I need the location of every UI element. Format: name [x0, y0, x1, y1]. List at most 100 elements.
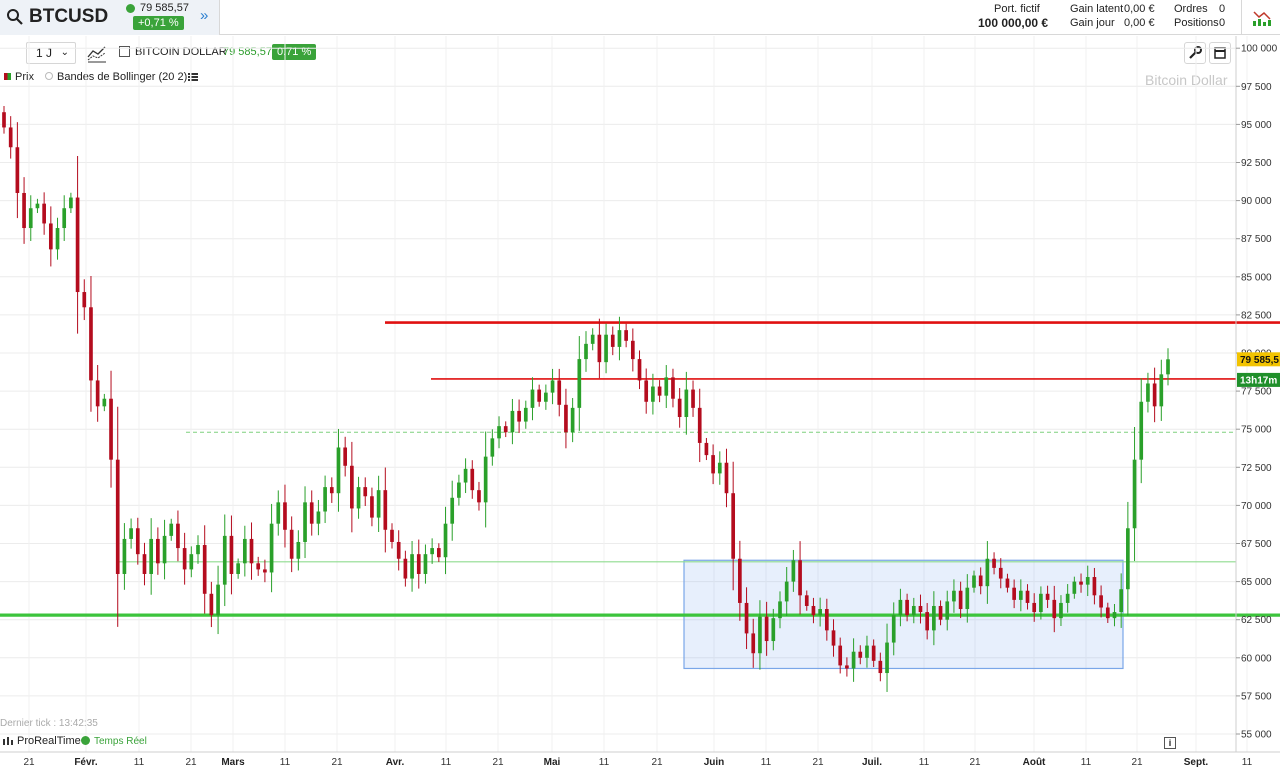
- candle-body: [1159, 374, 1164, 407]
- candle-body: [102, 398, 107, 407]
- candle-body: [336, 447, 341, 494]
- candle-body: [1039, 593, 1043, 613]
- candle-body: [992, 558, 996, 568]
- candle-body: [343, 447, 348, 466]
- instrument-name: BITCOIN DOLLAR: [135, 46, 227, 58]
- chart-line-icon: [1253, 11, 1271, 26]
- bollinger-toggle-icon[interactable]: [45, 72, 53, 80]
- candle-body: [450, 497, 455, 524]
- candle-body: [396, 541, 401, 559]
- chart-grid: [0, 36, 1248, 752]
- candle-body: [503, 426, 508, 433]
- candle-body: [162, 535, 167, 564]
- candle-body: [55, 228, 60, 250]
- wrench-button[interactable]: [1184, 42, 1206, 64]
- candle-body: [35, 203, 40, 209]
- candle-body: [544, 392, 548, 402]
- time-tick-label: 21: [1131, 757, 1143, 768]
- candle-body: [691, 389, 695, 408]
- time-axis[interactable]: 21 Févr. 11 21 Mars 11 21 Avr. 11 21 Mai 11 21 Juin 11…: [0, 751, 1280, 768]
- chart-type-icon[interactable]: [85, 42, 109, 64]
- candle-body: [169, 523, 174, 536]
- candle-body: [972, 575, 976, 588]
- instrument-icon: [119, 46, 130, 57]
- price-tick-label: 87 500: [1241, 234, 1272, 245]
- candle-body: [370, 496, 374, 518]
- price-tick-label: 77 500: [1241, 387, 1272, 398]
- legend-bollinger[interactable]: Bandes de Bollinger (20 2): [57, 71, 188, 83]
- candle-body: [1012, 587, 1016, 600]
- candle-body: [751, 633, 756, 654]
- candle-body: [1099, 595, 1103, 608]
- price-chart[interactable]: 100 000 97 500 95 000 92 500 90 000 87 500 85 …: [0, 36, 1280, 773]
- candle-body: [845, 665, 849, 669]
- candle-body: [209, 593, 214, 616]
- candle-body: [156, 538, 160, 564]
- price-legend-icon: [4, 73, 11, 80]
- candle-body: [129, 528, 133, 539]
- candle-body: [998, 567, 1003, 579]
- search-icon[interactable]: [6, 8, 24, 26]
- level-lines-layer: [0, 321, 1280, 617]
- candle-body: [463, 468, 468, 483]
- candle-body: [610, 334, 615, 347]
- candle-body: [838, 645, 843, 666]
- time-tick-label: Mars: [221, 757, 245, 768]
- time-tick-label: 21: [969, 757, 981, 768]
- candle-body: [778, 601, 782, 619]
- candle-body: [1152, 383, 1157, 407]
- time-tick-label: 21: [331, 757, 343, 768]
- price-tick-label: 62 500: [1241, 615, 1272, 626]
- price-axis[interactable]: 100 000 97 500 95 000 92 500 90 000 87 500 85 …: [1235, 36, 1278, 752]
- candle-body: [436, 548, 441, 558]
- positions-label[interactable]: Positions: [1174, 17, 1219, 29]
- candle-body: [303, 502, 307, 542]
- price-tick-label: 97 500: [1241, 82, 1272, 93]
- unrealized-gain-label: Gain latent: [1070, 3, 1124, 15]
- candle-body: [182, 548, 187, 570]
- candle-body: [497, 426, 501, 439]
- candle-body: [1085, 577, 1090, 585]
- candle-body: [8, 127, 13, 148]
- wrench-icon: [1189, 46, 1202, 59]
- symbol-box[interactable]: BTCUSD 79 585,57 +0,71 % »: [0, 0, 220, 35]
- candle-body: [891, 615, 896, 643]
- expand-chevrons-icon[interactable]: »: [200, 7, 209, 24]
- symbol-label[interactable]: BTCUSD: [29, 6, 109, 27]
- candle-body: [430, 548, 434, 555]
- time-tick-label: Avr.: [386, 757, 405, 768]
- time-tick-label: 11: [1081, 757, 1092, 768]
- time-tick-label: Sept.: [1184, 757, 1209, 768]
- candle-body: [416, 554, 421, 574]
- candle-body: [490, 438, 495, 457]
- list-icon[interactable]: [187, 71, 199, 83]
- info-icon[interactable]: i: [1164, 737, 1176, 749]
- candle-body: [978, 575, 983, 587]
- time-tick-label: Mai: [544, 757, 561, 768]
- price-tick-label: 100 000: [1241, 44, 1278, 55]
- candle-body: [296, 541, 301, 559]
- candle-body: [938, 605, 943, 620]
- candle-body: [115, 459, 120, 574]
- portfolio-label: Port. fictif: [994, 3, 1040, 15]
- account-chart-button[interactable]: [1241, 0, 1280, 35]
- candle-body: [202, 545, 207, 594]
- time-tick-label: Juil.: [862, 757, 882, 768]
- candle-body: [249, 538, 254, 564]
- current-price-tag-label: 79 585,5: [1240, 355, 1279, 366]
- candle-body: [738, 558, 742, 603]
- time-tick-label: 11: [599, 757, 610, 768]
- candle-body: [871, 645, 876, 661]
- time-tick-label: 21: [651, 757, 663, 768]
- orders-label[interactable]: Ordres: [1174, 3, 1208, 15]
- candle-body: [630, 340, 635, 360]
- portfolio-value: 100 000,00 €: [978, 16, 1049, 30]
- candle-body: [925, 612, 930, 631]
- candle-body: [122, 538, 127, 574]
- candle-body: [1025, 590, 1030, 603]
- timeframe-select[interactable]: 1 J ⌄: [26, 42, 76, 64]
- time-tick-label: 11: [134, 757, 145, 768]
- candle-body: [1092, 577, 1097, 596]
- candle-body: [1052, 599, 1057, 619]
- candle-body: [1119, 589, 1124, 613]
